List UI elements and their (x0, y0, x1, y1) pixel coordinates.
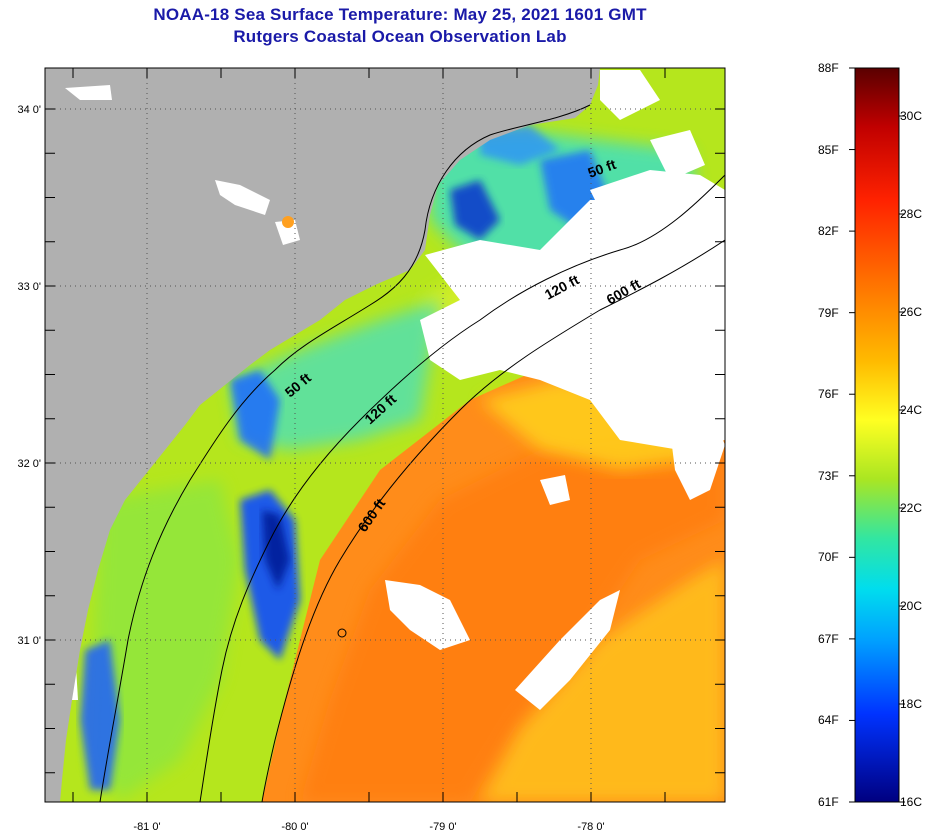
colorbar-c-label: 24C (900, 403, 923, 417)
contour-120ft (199, 174, 725, 802)
lon-tick-label: -79 0' (429, 821, 456, 832)
graticule (45, 68, 725, 802)
colorbar-f-label: 70F (818, 550, 839, 565)
cold-patch-4 (80, 640, 120, 790)
cold-patch-3 (230, 370, 280, 460)
colorbar-f-label: 67F (818, 631, 839, 646)
colorbar-c-label: 22C (900, 501, 923, 515)
cloud-small-1 (540, 475, 570, 505)
colorbar-f-label: 79F (818, 305, 839, 320)
contour-closed-loop (337, 628, 347, 638)
yellow-band-south (480, 560, 725, 802)
cloud-east (670, 420, 725, 500)
colorbar-f-label: 85F (818, 142, 839, 157)
colorbar-ticks (849, 67, 905, 803)
colorbar-f-label: 61F (818, 795, 839, 809)
lon-tick-label: -81 0' (133, 821, 160, 832)
colorbar-f-label: 64F (818, 713, 839, 728)
colorbar-f-label: 88F (818, 61, 839, 75)
map-title: NOAA-18 Sea Surface Temperature: May 25,… (153, 5, 647, 24)
lon-tick-label: -78 0' (577, 821, 604, 832)
land-cloud-1 (65, 85, 112, 100)
colorbar-c-label: 16C (900, 795, 923, 809)
land-cloud-3 (275, 220, 300, 245)
cold-patch-5 (450, 180, 500, 240)
lat-tick-label: 32 0' (17, 458, 41, 470)
cloud-north (590, 170, 725, 230)
land-cloud-2 (215, 180, 270, 215)
map-subtitle: Rutgers Coastal Ocean Observation Lab (233, 27, 567, 46)
colorbar-c-label: 28C (900, 207, 923, 221)
warm-core (300, 440, 725, 802)
colorbar-f-label: 73F (818, 468, 839, 483)
lon-tick-label: -80 0' (281, 821, 308, 832)
cloud-top (600, 70, 660, 120)
lat-tick-label: 31 0' (17, 635, 41, 647)
axis-ticks: -81 0' -80 0' -79 0' -78 0' 34 0' 33 0' 32 0' 3… (17, 68, 725, 832)
cloud-mass-northeast (420, 190, 725, 450)
cloud-offshore-1 (385, 580, 470, 650)
colorbar-c-label: 30C (900, 109, 923, 123)
lat-tick-label: 34 0' (17, 104, 41, 116)
contour-600ft (261, 239, 725, 802)
contour-50ft (99, 104, 591, 802)
cloud-top-2 (650, 130, 705, 180)
cold-patch-1 (240, 490, 300, 660)
colorbar-c-label: 26C (900, 305, 923, 319)
cloud-small-2 (600, 380, 650, 410)
cloud-offshore-2 (515, 590, 620, 710)
cold-patch-2 (262, 510, 290, 590)
colorbar-c-label: 20C (900, 599, 923, 613)
colorbar-f-label: 76F (818, 387, 839, 402)
map-area (45, 68, 725, 802)
cool-shelf-central (230, 300, 440, 450)
colorbar (854, 67, 900, 803)
colorbar-c-label: 18C (900, 697, 923, 711)
lat-tick-label: 33 0' (17, 281, 41, 293)
land-mass (45, 68, 600, 802)
land-warm-speck (282, 216, 294, 228)
map-border (44, 67, 726, 803)
colorbar-f-label: 82F (818, 224, 839, 239)
